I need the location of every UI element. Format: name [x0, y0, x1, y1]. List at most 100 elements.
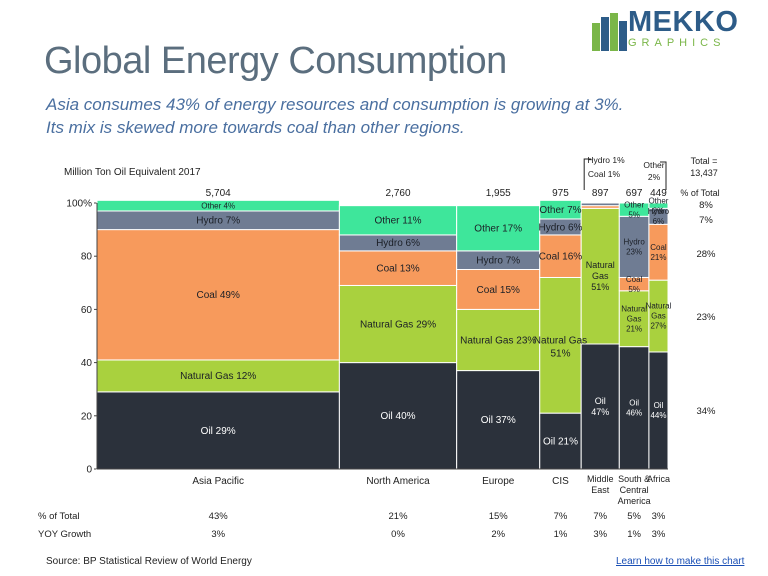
segment-natural-gas [338, 284, 458, 364]
region-name-label: Africa [647, 474, 670, 484]
region-total-label: 897 [592, 188, 609, 199]
region-name-label: South & [618, 474, 650, 484]
segment-label: Coal [626, 275, 643, 284]
world-mix-value: 28% [696, 249, 716, 260]
pct-total-value: 43% [209, 511, 229, 522]
segment-label: 46% [626, 408, 642, 417]
callout-hydro-label: Hydro 1% [587, 155, 625, 165]
segment-label: 47% [591, 407, 609, 417]
pct-total-value: 7% [554, 511, 568, 522]
segment-label: Coal 13% [376, 264, 419, 275]
segment-label: Hydro 7% [476, 256, 520, 267]
segment-label: Oil 40% [381, 411, 416, 422]
region-total-label: 1,955 [486, 188, 511, 199]
callout-bracket [583, 158, 592, 190]
segment-label: 23% [626, 248, 642, 257]
segment-label: 2% [653, 206, 665, 215]
y-tick-label: 60 [81, 305, 93, 316]
region-name-label: America [618, 496, 651, 506]
segment-natural-gas [539, 276, 582, 414]
segment-hydro [580, 202, 620, 207]
logo-bar [610, 13, 618, 51]
segment-label: Gas [627, 314, 642, 323]
y-tick-label: 80 [81, 252, 93, 263]
page-title: Global Energy Consumption [44, 40, 507, 82]
segment-coal [338, 250, 458, 286]
segment-label: 21% [650, 253, 666, 262]
subtitle-line-1: Asia consumes 43% of energy resources an… [46, 95, 624, 114]
segment-label: Coal 15% [477, 285, 520, 296]
total-header: Total = [691, 156, 718, 166]
yoy-growth-value: 1% [627, 529, 641, 540]
segment-label: Other 11% [375, 216, 422, 227]
callout-other-label: 2% [648, 172, 661, 182]
y-tick-label: 100% [66, 199, 92, 210]
segment-label: Natural Gas 12% [180, 371, 256, 382]
world-mix-value: 34% [696, 406, 716, 417]
region-total-label: 5,704 [206, 188, 231, 199]
segment-label: Oil [654, 401, 664, 410]
segment-label: Oil 21% [543, 436, 578, 447]
pct-total-value: 15% [489, 511, 509, 522]
region-name-label: Central [620, 485, 649, 495]
segment-hydro [618, 215, 650, 278]
segment-label: 27% [650, 322, 666, 331]
pct-total-value: 7% [593, 511, 607, 522]
pct-total-value: 21% [389, 511, 409, 522]
segment-label: Hydro [648, 207, 670, 216]
callout-coal-label: Coal 1% [588, 169, 621, 179]
pct-total-row-label: % of Total [38, 511, 80, 522]
segment-label: Hydro [623, 238, 645, 247]
segment-label: Natural Gas [534, 335, 587, 346]
learn-more-link[interactable]: Learn how to make this chart [616, 556, 745, 567]
region-name-label: CIS [552, 476, 569, 487]
segment-label: Hydro 6% [376, 238, 420, 249]
segment-other [456, 205, 541, 252]
segment-label: 51% [550, 348, 570, 359]
segment-natural-gas [96, 359, 340, 393]
segment-label: Oil [595, 396, 606, 406]
segment-label: Hydro 6% [539, 222, 583, 233]
segment-label: 5% [628, 210, 640, 219]
region-name-label: Europe [482, 476, 515, 487]
segment-label: 5% [628, 285, 640, 294]
pct-total-value: 5% [627, 511, 641, 522]
callout-other-label: Other [643, 160, 664, 170]
segment-label: Natural [646, 302, 672, 311]
logo-bar [601, 17, 609, 51]
region-name-label: North America [366, 476, 430, 487]
segment-label: Hydro 7% [196, 216, 240, 227]
region-total-label: 975 [552, 188, 569, 199]
segment-natural-gas [618, 290, 650, 348]
region-total-label: 449 [650, 188, 667, 199]
pct-total-value: 3% [652, 511, 666, 522]
segment-label: 6% [653, 217, 665, 226]
segment-coal [456, 269, 541, 310]
yoy-growth-value: 3% [211, 529, 225, 540]
logo-bar [619, 21, 627, 51]
source-note: Source: BP Statistical Review of World E… [46, 556, 252, 567]
segment-label: 51% [591, 282, 609, 292]
segment-oil [580, 343, 620, 470]
yoy-growth-value: 2% [491, 529, 505, 540]
logo-wordmark: MEKKO [628, 6, 739, 38]
segment-label: Natural Gas 29% [360, 319, 436, 330]
segment-other [338, 205, 458, 236]
region-name-label: Asia Pacific [192, 476, 244, 487]
segment-label: 21% [626, 324, 642, 333]
y-axis-title: Million Ton Oil Equivalent 2017 [64, 167, 201, 178]
segment-label: Oil [629, 398, 639, 407]
yoy-growth-value: 3% [593, 529, 607, 540]
segment-oil [539, 412, 582, 470]
segment-label: Natural [586, 260, 615, 270]
yoy-growth-value: 3% [652, 529, 666, 540]
segment-label: Gas [592, 271, 609, 281]
segment-label: Natural [621, 304, 647, 313]
segment-label: Other [624, 200, 644, 209]
segment-other [648, 202, 669, 209]
segment-label: Coal [650, 243, 667, 252]
segment-label: Natural Gas 23% [460, 335, 536, 346]
segment-natural-gas [580, 207, 620, 345]
y-tick-label: 20 [81, 411, 93, 422]
